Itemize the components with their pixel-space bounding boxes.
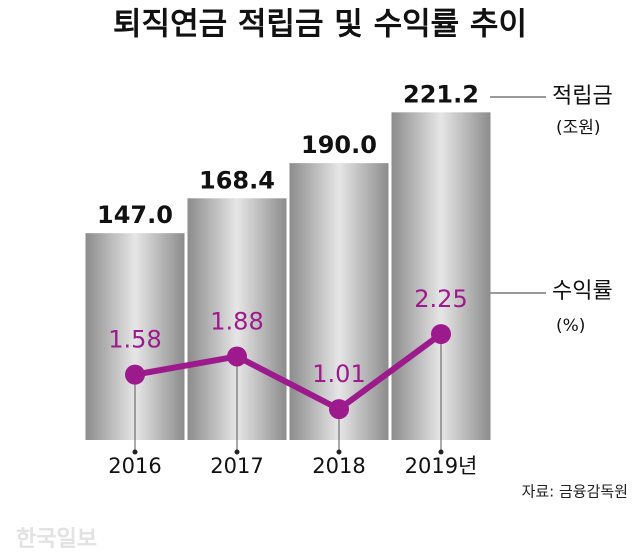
value-label: 1.58 — [108, 326, 161, 354]
legend-label: 적립금 — [552, 84, 613, 109]
x-tick-label: 2016 — [108, 454, 161, 478]
point — [227, 346, 247, 367]
drop-dot — [132, 449, 138, 455]
value-label: 1.01 — [312, 360, 365, 388]
plot: 2016 2017 2018 2019년 147.0 168.4 190.0 221.2 1.5… — [85, 80, 491, 478]
value-label: 147.0 — [97, 201, 173, 229]
point — [431, 324, 451, 345]
x-tick-label: 2018 — [312, 454, 365, 478]
point — [125, 364, 145, 385]
legend-label: 수익률 — [552, 279, 613, 304]
watermark: 한국일보 — [16, 527, 97, 552]
value-label: 1.88 — [210, 307, 263, 335]
x-tick-label: 2019년 — [405, 454, 478, 478]
value-label: 168.4 — [199, 166, 275, 194]
drop-dot — [234, 449, 240, 455]
line — [134, 331, 443, 413]
labels: 2016 2017 2018 2019년 147.0 168.4 190.0 221.2 1.5… — [97, 80, 479, 478]
lines — [125, 324, 451, 420]
value-label: 190.0 — [301, 131, 377, 159]
legend-unit: (%) — [556, 316, 585, 336]
value-label: 221.2 — [403, 80, 479, 108]
value-label: 2.25 — [414, 285, 467, 313]
source: 자료: 금융감독원 — [522, 483, 628, 501]
point — [329, 399, 349, 420]
drop-dot — [336, 449, 342, 455]
legend-unit: (조원) — [556, 118, 601, 138]
bars — [85, 112, 491, 441]
drop-dot — [438, 449, 444, 455]
chart-title: 퇴직연금 적립금 및 수익률 추이 — [113, 7, 527, 43]
bar — [289, 163, 389, 440]
x-tick-label: 2017 — [210, 454, 263, 478]
